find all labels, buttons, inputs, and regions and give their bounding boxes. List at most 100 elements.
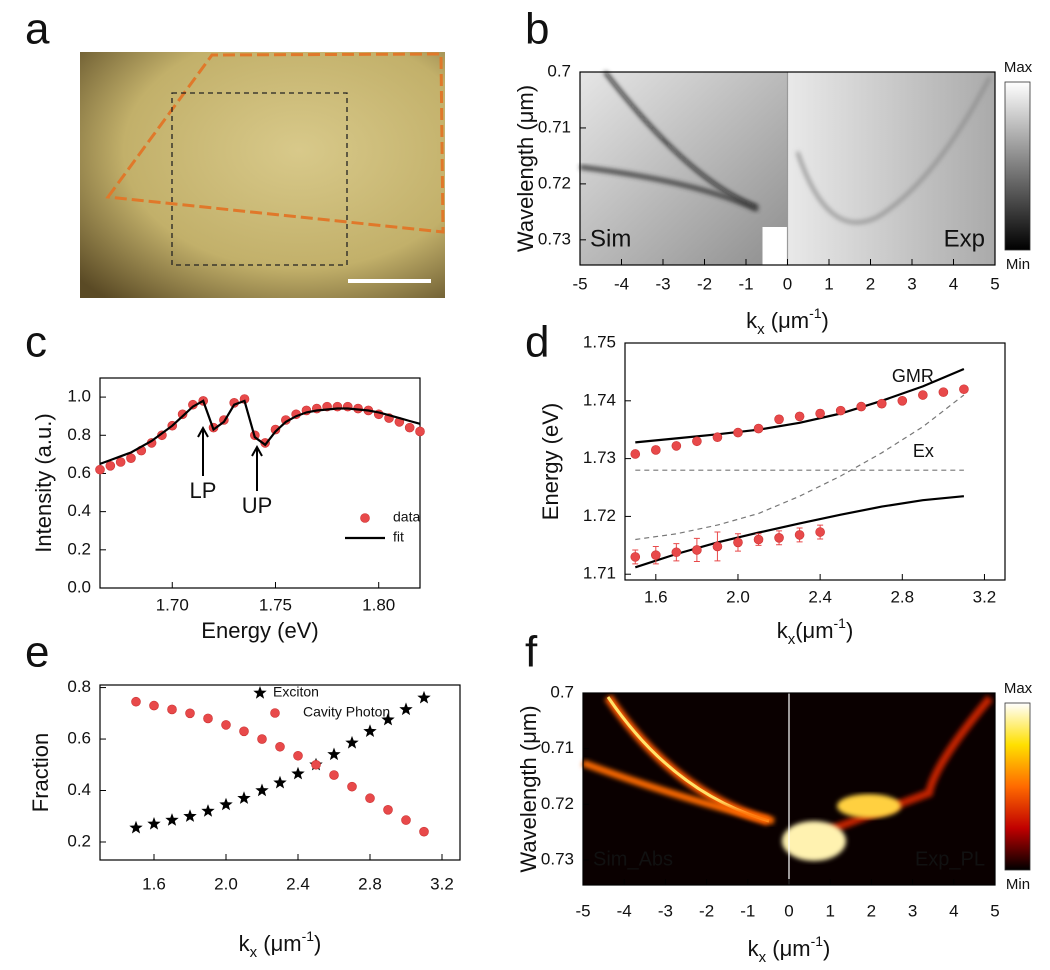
legend-label: data	[393, 509, 420, 525]
data-point	[167, 704, 177, 715]
series-line	[635, 394, 965, 541]
emission-spot	[782, 821, 846, 861]
panel-label: b	[525, 5, 549, 54]
data-point	[671, 441, 682, 451]
y-tick-label: 0.2	[67, 831, 91, 850]
data-point	[651, 550, 661, 560]
colorbar-max: Max	[1004, 59, 1033, 76]
data-point	[291, 766, 305, 780]
x-tick-label: -4	[614, 274, 629, 293]
bright-spot	[762, 227, 788, 265]
data-point	[203, 713, 213, 724]
x-tick-label: 3	[908, 901, 917, 920]
x-axis-label-part: -1	[809, 305, 822, 321]
x-axis-label-part: Energy (eV)	[201, 618, 318, 643]
y-tick-label: 1.0	[67, 387, 91, 406]
data-point	[959, 384, 969, 395]
x-tick-label: 2.8	[890, 587, 914, 606]
data-point	[363, 724, 377, 737]
y-tick-label: 1.75	[583, 332, 616, 351]
annotation: Sim_Abs	[593, 848, 673, 870]
line-label: Ex	[913, 441, 934, 461]
data-point	[938, 387, 949, 397]
x-tick-label: 4	[949, 274, 958, 293]
data-point	[345, 735, 359, 749]
legend-swatch	[253, 686, 267, 699]
x-axis-label: kx(μm-1)	[777, 615, 854, 649]
x-axis-label-part: k	[748, 936, 760, 961]
data-point	[327, 747, 341, 761]
y-axis-label: Energy (eV)	[538, 403, 563, 520]
data-point	[147, 817, 161, 830]
data-point	[815, 527, 825, 537]
data-point	[794, 530, 805, 540]
data-point	[115, 457, 126, 467]
data-point	[129, 820, 143, 834]
y-tick-label: 0.0	[67, 577, 91, 596]
x-axis-label-part: )	[314, 931, 321, 956]
x-tick-label: 1	[825, 901, 834, 920]
annotation: LP	[190, 478, 217, 503]
series-line	[635, 367, 965, 444]
data-point	[753, 534, 764, 545]
plot-frame	[624, 342, 1006, 581]
x-tick-label: -1	[740, 901, 755, 920]
x-axis-label-part: x	[788, 631, 796, 648]
data-point	[774, 533, 784, 543]
emission-spot	[837, 794, 901, 818]
x-tick-label: 3	[907, 274, 916, 293]
annotation-arrow	[197, 425, 209, 476]
x-axis-label-part: (μm	[795, 618, 833, 643]
panel-label: e	[25, 628, 49, 677]
data-point	[255, 783, 269, 797]
x-tick-label: 2	[867, 901, 876, 920]
y-tick-label: 0.4	[67, 780, 91, 799]
series-line	[634, 495, 965, 569]
data-point	[329, 770, 339, 780]
plot-frame	[99, 377, 421, 589]
y-tick-label: 0.6	[67, 463, 91, 482]
x-tick-label: 1.6	[142, 874, 166, 893]
legend-swatch	[360, 513, 370, 523]
x-tick-label: -2	[699, 901, 714, 920]
data-point	[237, 791, 251, 804]
panel-label: d	[525, 318, 549, 367]
x-axis-label: kx (μm-1)	[746, 305, 829, 339]
x-tick-label: 2.0	[214, 874, 238, 893]
x-axis-label: Energy (eV)	[201, 618, 318, 643]
data-point	[774, 414, 784, 425]
panel-label: a	[25, 5, 50, 54]
data-point	[219, 797, 233, 811]
data-point	[815, 408, 825, 419]
line-label: GMR	[892, 366, 934, 386]
x-axis-label-part: k	[746, 308, 758, 333]
data-point	[415, 426, 425, 437]
y-tick-label: 0.2	[67, 539, 91, 558]
data-point	[221, 720, 231, 730]
x-tick-label: -1	[738, 274, 753, 293]
y-tick-label: 0.71	[538, 117, 571, 136]
x-tick-label: 1.75	[259, 595, 292, 614]
x-tick-label: 5	[990, 274, 999, 293]
x-tick-label: 1.70	[156, 595, 189, 614]
panel-label: f	[525, 628, 538, 677]
micrograph	[80, 52, 445, 298]
data-point	[185, 708, 195, 719]
legend-label: Cavity Photon	[303, 704, 390, 720]
y-tick-label: 1.71	[583, 564, 616, 583]
heatmap-right	[787, 72, 995, 265]
mode-line	[579, 165, 759, 212]
colorbar	[1004, 81, 1031, 251]
legend-swatch	[270, 708, 280, 718]
data-point	[692, 545, 702, 555]
data-point	[651, 445, 661, 455]
annotation: Exp	[944, 225, 985, 252]
plot-frame	[99, 684, 461, 861]
x-axis-label: kx (μm-1)	[239, 928, 322, 962]
data-point	[876, 398, 887, 409]
data-point	[630, 552, 641, 562]
x-tick-label: 2	[866, 274, 875, 293]
x-tick-label: 2.0	[726, 587, 750, 606]
y-tick-label: 0.7	[547, 61, 571, 80]
x-tick-label: 0	[783, 274, 792, 293]
